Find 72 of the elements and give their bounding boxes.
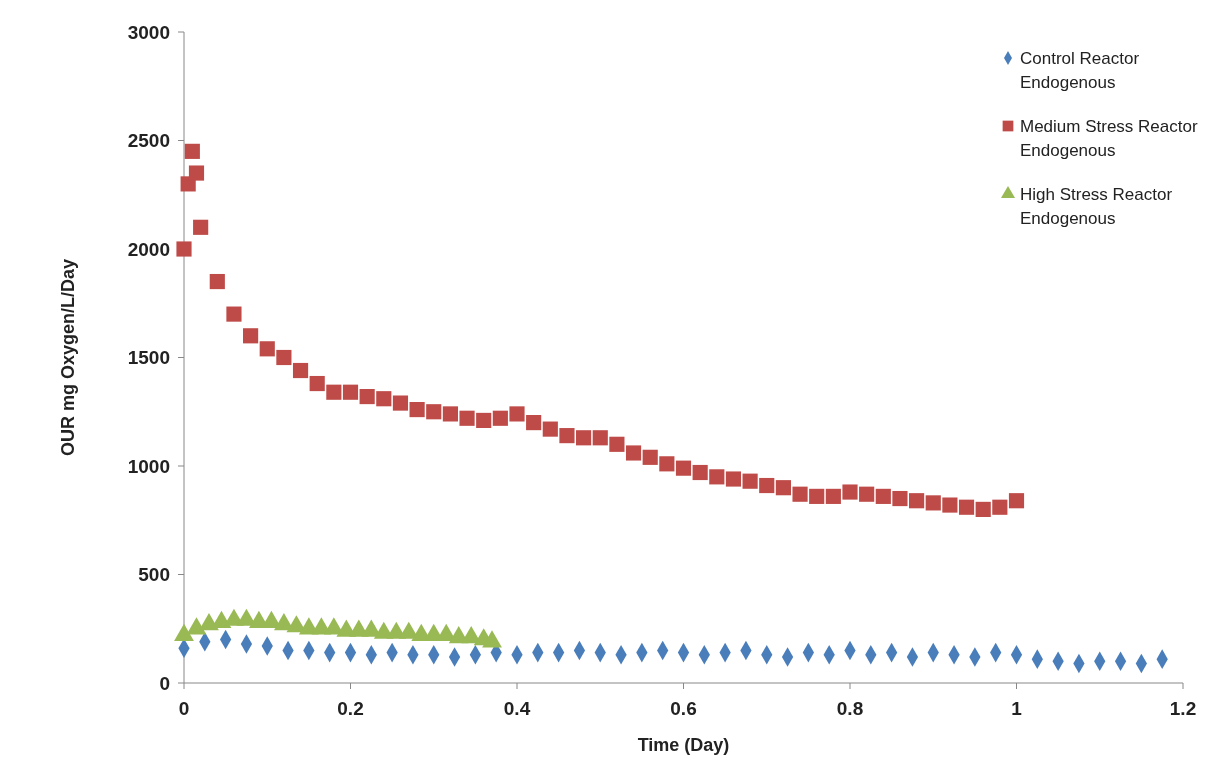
point <box>442 406 458 422</box>
point <box>559 428 575 444</box>
y-axis-title: OUR mg Oxygen/L/Day <box>58 258 78 457</box>
y-tick-label: 0 <box>159 672 170 694</box>
point <box>975 501 991 517</box>
x-tick-label: 0.2 <box>337 698 364 719</box>
point <box>243 328 259 344</box>
y-tick-label: 2000 <box>127 238 170 260</box>
point <box>184 143 200 159</box>
point <box>359 388 375 405</box>
point <box>509 406 525 422</box>
point <box>476 412 492 429</box>
point <box>725 471 742 487</box>
point <box>759 477 775 494</box>
point <box>642 449 658 465</box>
point <box>992 499 1008 515</box>
point <box>692 464 708 481</box>
point <box>292 362 309 379</box>
y-tick-label: 3000 <box>127 21 170 43</box>
point <box>592 430 608 446</box>
y-tick-label: 2500 <box>127 130 170 152</box>
point <box>842 484 858 500</box>
point <box>492 410 508 426</box>
x-tick-label: 0 <box>178 698 190 719</box>
point <box>459 410 475 426</box>
point <box>376 391 392 407</box>
point <box>609 436 625 452</box>
y-tick-label: 1500 <box>127 347 170 369</box>
point <box>742 473 758 489</box>
x-tick-label: 0.8 <box>836 698 864 719</box>
point <box>226 306 242 322</box>
point <box>1008 493 1025 509</box>
point <box>859 486 875 502</box>
point <box>709 469 725 485</box>
point <box>426 404 442 420</box>
point <box>659 456 675 472</box>
point <box>276 349 292 366</box>
point <box>392 395 409 411</box>
point <box>309 375 325 392</box>
point <box>925 495 941 511</box>
point <box>909 493 925 509</box>
point <box>875 488 891 504</box>
x-axis-title: Time (Day) <box>637 735 730 755</box>
legend-label: High Stress Reactor Endogenous <box>1020 184 1173 228</box>
point <box>193 219 209 235</box>
x-tick-label: 1 <box>1011 698 1023 719</box>
point <box>176 241 192 257</box>
point <box>625 445 642 461</box>
point <box>825 488 841 504</box>
point <box>775 480 791 496</box>
point <box>809 488 825 504</box>
y-tick-label: 1000 <box>127 455 170 477</box>
y-tick-label: 500 <box>138 564 170 586</box>
point <box>792 486 808 502</box>
point <box>958 499 975 515</box>
point <box>259 341 275 357</box>
point <box>326 384 342 400</box>
point <box>409 402 425 418</box>
point <box>942 497 958 513</box>
legend-label: Medium Stress Reactor Endogenous <box>1020 116 1198 160</box>
point <box>342 384 359 400</box>
x-tick-label: 0.4 <box>503 698 531 719</box>
point <box>675 460 692 476</box>
x-tick-label: 0.6 <box>670 698 697 719</box>
point <box>576 430 592 446</box>
point <box>188 165 205 181</box>
legend-label: Control Reactor Endogenous <box>1020 48 1140 92</box>
point <box>526 415 542 431</box>
point <box>892 490 908 507</box>
x-tick-label: 1.2 <box>1169 698 1197 719</box>
point <box>209 273 225 290</box>
point <box>542 421 558 437</box>
